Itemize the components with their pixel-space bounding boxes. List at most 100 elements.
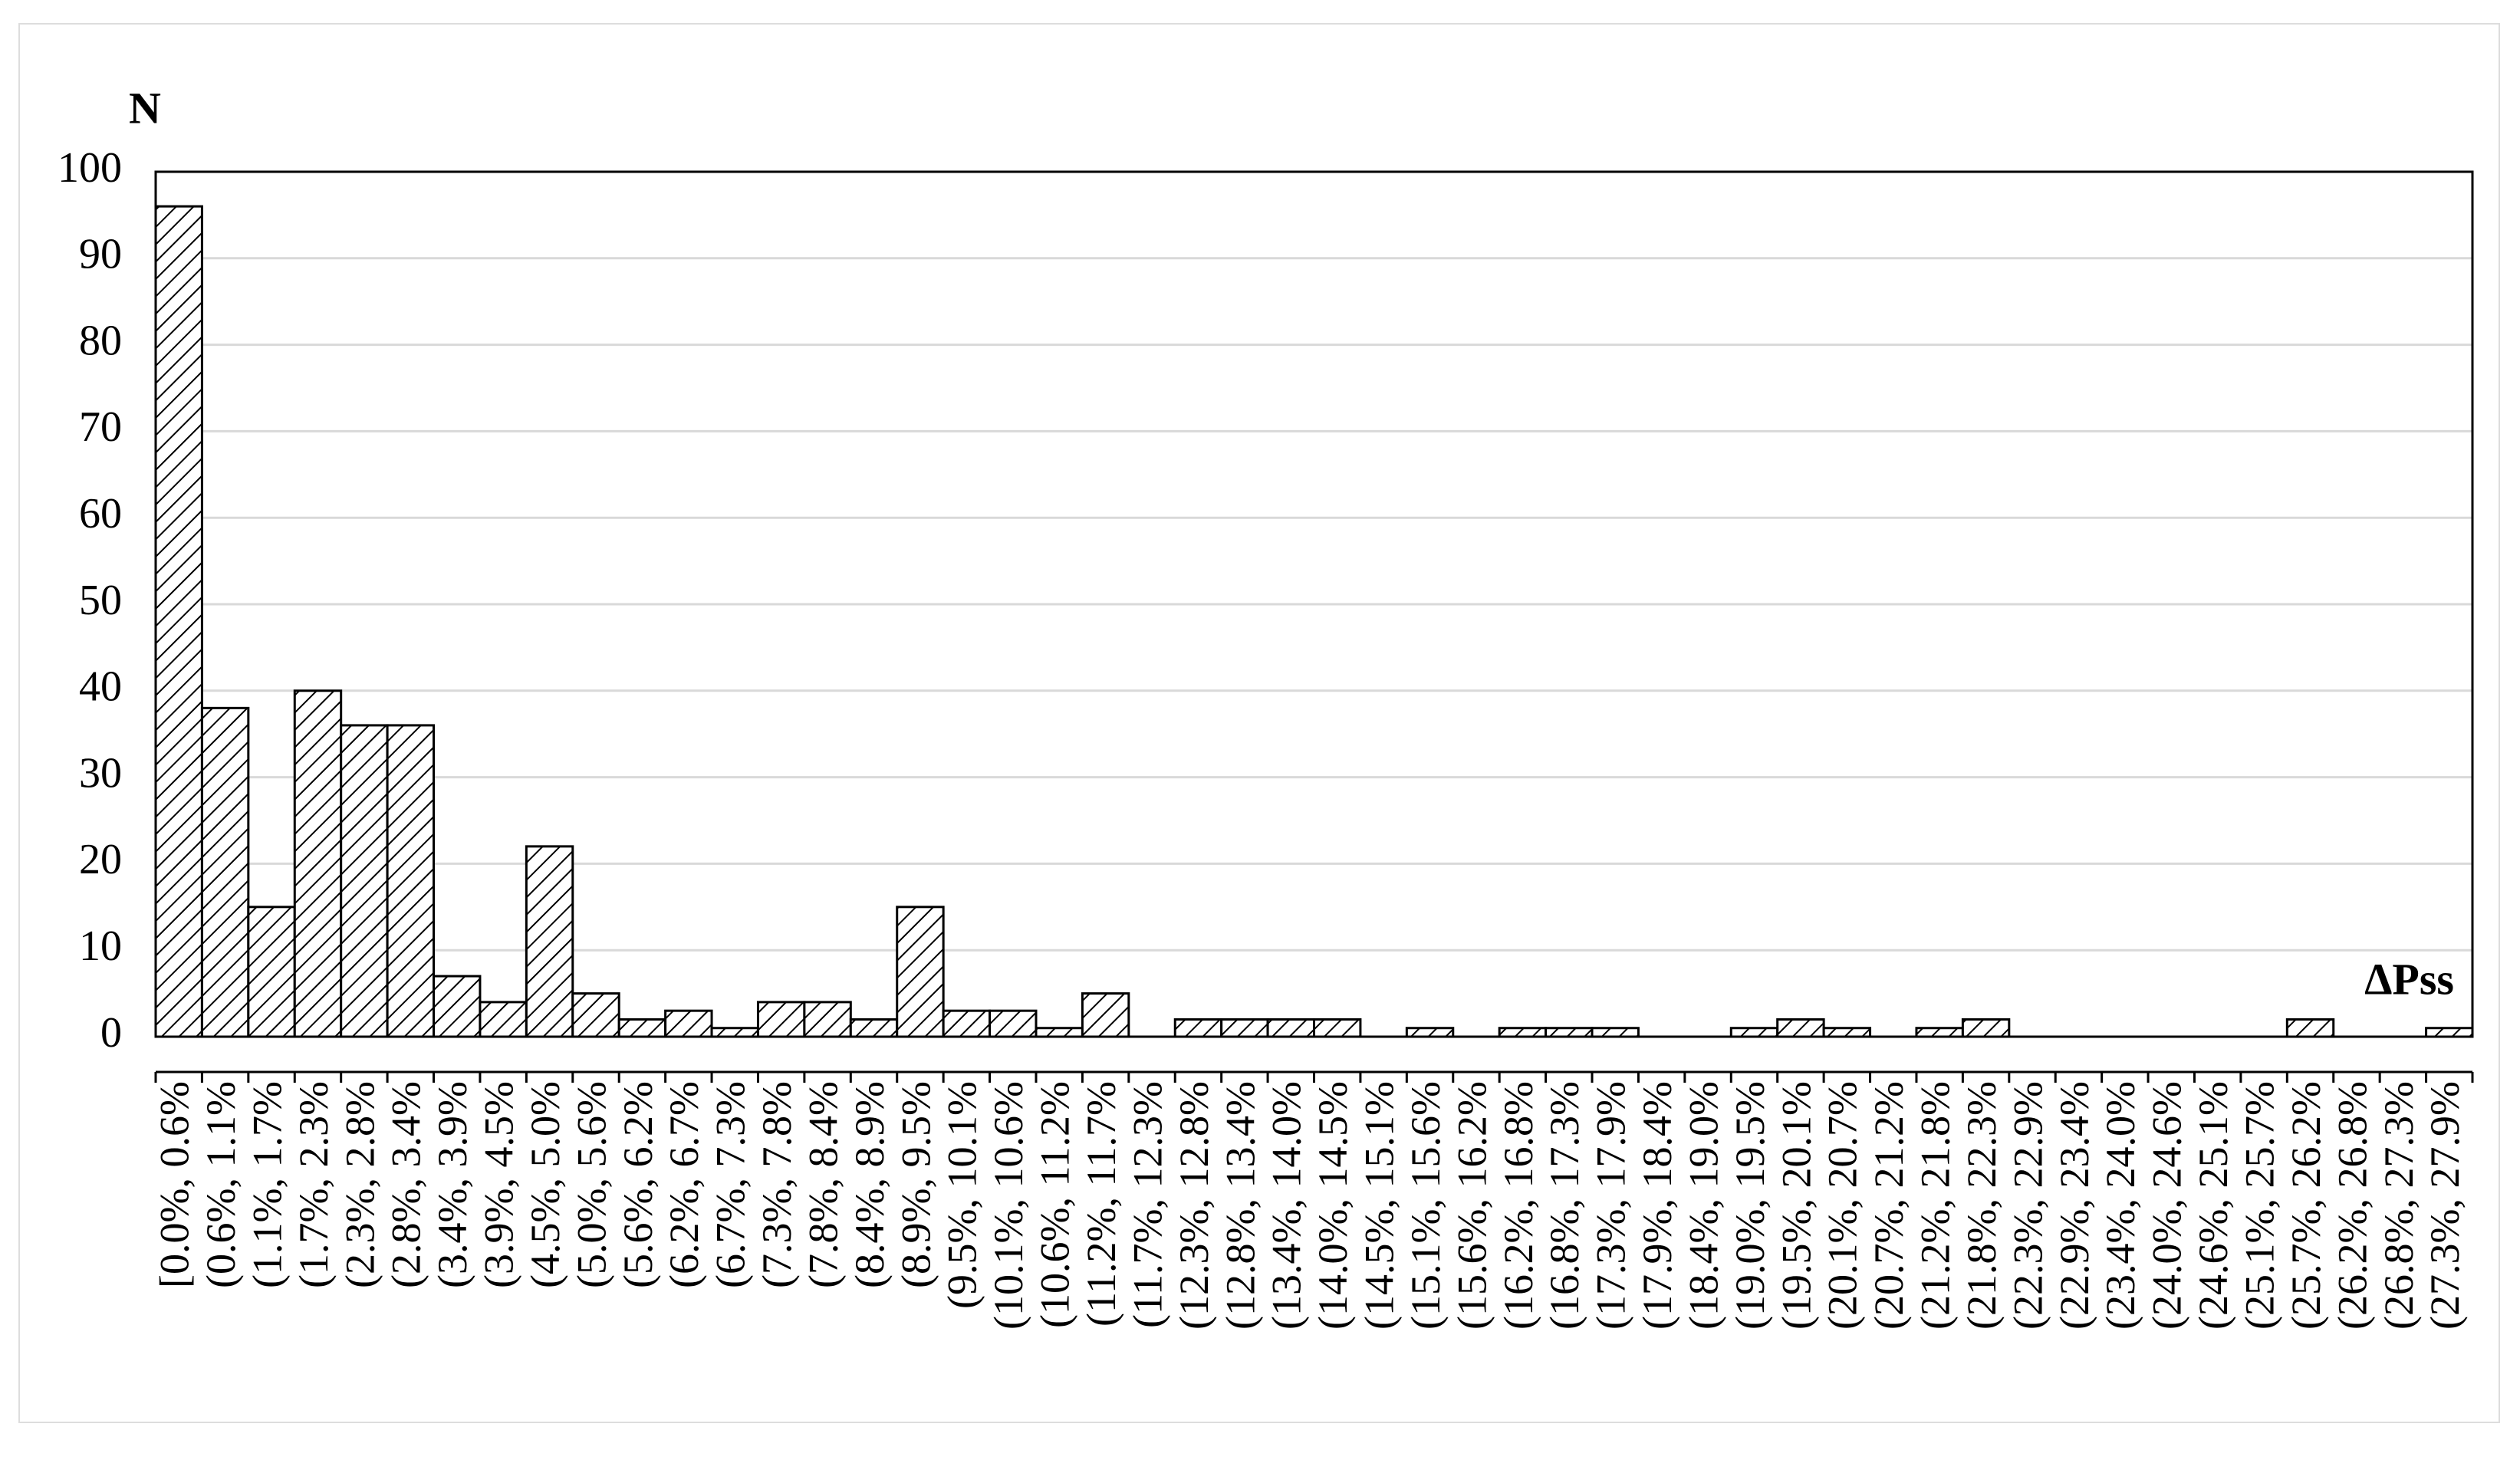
bar bbox=[386, 724, 436, 1038]
x-tick-label: (18.4%, 19.0% bbox=[1680, 1081, 1726, 1330]
y-tick-label: 70 bbox=[79, 403, 122, 451]
bar bbox=[1776, 1018, 1825, 1038]
bar bbox=[1035, 1027, 1084, 1038]
plot-frame bbox=[154, 170, 2474, 1038]
bar bbox=[479, 1001, 528, 1038]
x-tick-label: (15.1%, 15.6% bbox=[1403, 1081, 1449, 1330]
bar bbox=[1961, 1018, 2011, 1038]
x-tick-label: (12.3%, 12.8% bbox=[1171, 1081, 1217, 1330]
bar bbox=[1173, 1018, 1223, 1038]
x-tick-label: (25.1%, 25.7% bbox=[2237, 1081, 2283, 1330]
x-tick-label: (6.7%, 7.3% bbox=[708, 1081, 754, 1288]
x-axis-label: ΔPss bbox=[2364, 954, 2454, 1004]
x-tick-label: (19.0%, 19.5% bbox=[1727, 1081, 1773, 1330]
bar bbox=[340, 724, 389, 1038]
x-tick-label: (20.1%, 20.7% bbox=[1820, 1081, 1866, 1330]
bar bbox=[756, 1001, 806, 1038]
bar bbox=[200, 706, 250, 1038]
bar bbox=[1220, 1018, 1269, 1038]
x-tick-label: (12.8%, 13.4% bbox=[1217, 1081, 1263, 1330]
x-tick-label: (21.2%, 21.8% bbox=[1913, 1081, 1959, 1330]
bar bbox=[525, 845, 574, 1038]
x-tick-label: (16.2%, 16.8% bbox=[1495, 1081, 1541, 1330]
bar bbox=[896, 906, 945, 1038]
x-tick-label: (6.2%, 6.7% bbox=[661, 1081, 707, 1288]
x-tick-label: (7.8%, 8.4% bbox=[800, 1081, 846, 1288]
x-tick-label: (19.5%, 20.1% bbox=[1773, 1081, 1819, 1330]
bar bbox=[710, 1027, 759, 1038]
bar bbox=[1915, 1027, 1964, 1038]
bar bbox=[433, 975, 482, 1038]
x-tick-label: (21.8%, 22.3% bbox=[1959, 1081, 2005, 1330]
bar bbox=[803, 1001, 852, 1038]
bar bbox=[664, 1009, 713, 1038]
x-tick-label: (10.1%, 10.6% bbox=[985, 1081, 1031, 1330]
x-tick-label: (1.1%, 1.7% bbox=[244, 1081, 290, 1288]
bar bbox=[989, 1009, 1038, 1038]
x-tick-label: (23.4%, 24.0% bbox=[2097, 1081, 2143, 1330]
x-tick-label: (11.7%, 12.3% bbox=[1124, 1081, 1170, 1328]
bar bbox=[849, 1018, 899, 1038]
x-tick-label: (24.6%, 25.1% bbox=[2190, 1081, 2236, 1330]
bar bbox=[617, 1018, 667, 1038]
x-tick-label: (16.8%, 17.3% bbox=[1541, 1081, 1587, 1330]
x-tick-label: (2.8%, 3.4% bbox=[383, 1081, 429, 1288]
bar bbox=[942, 1009, 992, 1038]
bar bbox=[1729, 1027, 1779, 1038]
x-tick-label: (7.3%, 7.8% bbox=[754, 1081, 800, 1288]
x-tick-label: (5.6%, 6.2% bbox=[615, 1081, 661, 1288]
y-tick-label: 50 bbox=[79, 577, 122, 624]
x-tick-label: (1.7%, 2.3% bbox=[291, 1081, 337, 1288]
bar bbox=[1498, 1027, 1548, 1038]
x-tick-label: (13.4%, 14.0% bbox=[1264, 1081, 1310, 1330]
x-tick-label: (20.7%, 21.2% bbox=[1866, 1081, 1912, 1330]
x-tick-label: (8.4%, 8.9% bbox=[847, 1081, 893, 1288]
y-axis-label: N bbox=[129, 83, 161, 133]
y-tick-label: 60 bbox=[79, 490, 122, 538]
bar bbox=[2425, 1027, 2474, 1038]
bar bbox=[1081, 992, 1130, 1038]
x-tick-label: (14.5%, 15.1% bbox=[1357, 1081, 1403, 1330]
x-tick-label: (26.8%, 27.3% bbox=[2376, 1081, 2422, 1330]
x-tick-label: (15.6%, 16.2% bbox=[1449, 1081, 1495, 1330]
x-tick-label: (2.3%, 2.8% bbox=[337, 1081, 383, 1288]
x-tick-label: (17.3%, 17.9% bbox=[1588, 1081, 1634, 1330]
bar bbox=[1591, 1027, 1640, 1038]
x-tick-label: (22.3%, 22.9% bbox=[2005, 1081, 2051, 1330]
x-tick-label: (4.5%, 5.0% bbox=[522, 1081, 568, 1288]
y-tick-label: 0 bbox=[100, 1009, 122, 1057]
y-tick-label: 40 bbox=[79, 663, 122, 711]
x-tick-label: [0.0%, 0.6% bbox=[152, 1081, 198, 1288]
y-tick-label: 10 bbox=[79, 922, 122, 970]
bar bbox=[1266, 1018, 1315, 1038]
x-tick-label: (26.2%, 26.8% bbox=[2329, 1081, 2375, 1330]
x-tick-label: (14.0%, 14.5% bbox=[1310, 1081, 1356, 1330]
x-tick-label: (10.6%, 11.2% bbox=[1032, 1081, 1078, 1328]
x-tick-label: (3.9%, 4.5% bbox=[476, 1081, 522, 1288]
x-tick-label: (8.9%, 9.5% bbox=[893, 1081, 939, 1288]
x-tick-label: (5.0%, 5.6% bbox=[568, 1081, 614, 1288]
x-tick-label: (3.4%, 3.9% bbox=[429, 1081, 475, 1288]
x-tick-label: (24.0%, 24.6% bbox=[2144, 1081, 2190, 1330]
y-tick-label: 80 bbox=[79, 317, 122, 364]
x-tick-label: (17.9%, 18.4% bbox=[1634, 1081, 1680, 1330]
y-tick-label: 90 bbox=[79, 231, 122, 278]
y-tick-label: 100 bbox=[58, 144, 122, 192]
bar bbox=[1313, 1018, 1362, 1038]
bar bbox=[1405, 1027, 1455, 1038]
x-tick-label: (0.6%, 1.1% bbox=[198, 1081, 244, 1288]
chart-frame bbox=[18, 23, 2500, 1423]
x-tick-label: (11.2%, 11.7% bbox=[1078, 1081, 1124, 1327]
x-tick-label: (25.7%, 26.2% bbox=[2283, 1081, 2329, 1330]
y-tick-label: 30 bbox=[79, 749, 122, 797]
x-tick-label: (27.3%, 27.9% bbox=[2422, 1081, 2468, 1330]
bar bbox=[154, 205, 203, 1038]
bar bbox=[293, 689, 343, 1038]
bar bbox=[1822, 1027, 1872, 1038]
x-tick-label: (22.9%, 23.4% bbox=[2051, 1081, 2097, 1330]
bar bbox=[1545, 1027, 1594, 1038]
bar bbox=[247, 906, 296, 1038]
y-tick-label: 20 bbox=[79, 836, 122, 883]
bar bbox=[571, 992, 620, 1038]
